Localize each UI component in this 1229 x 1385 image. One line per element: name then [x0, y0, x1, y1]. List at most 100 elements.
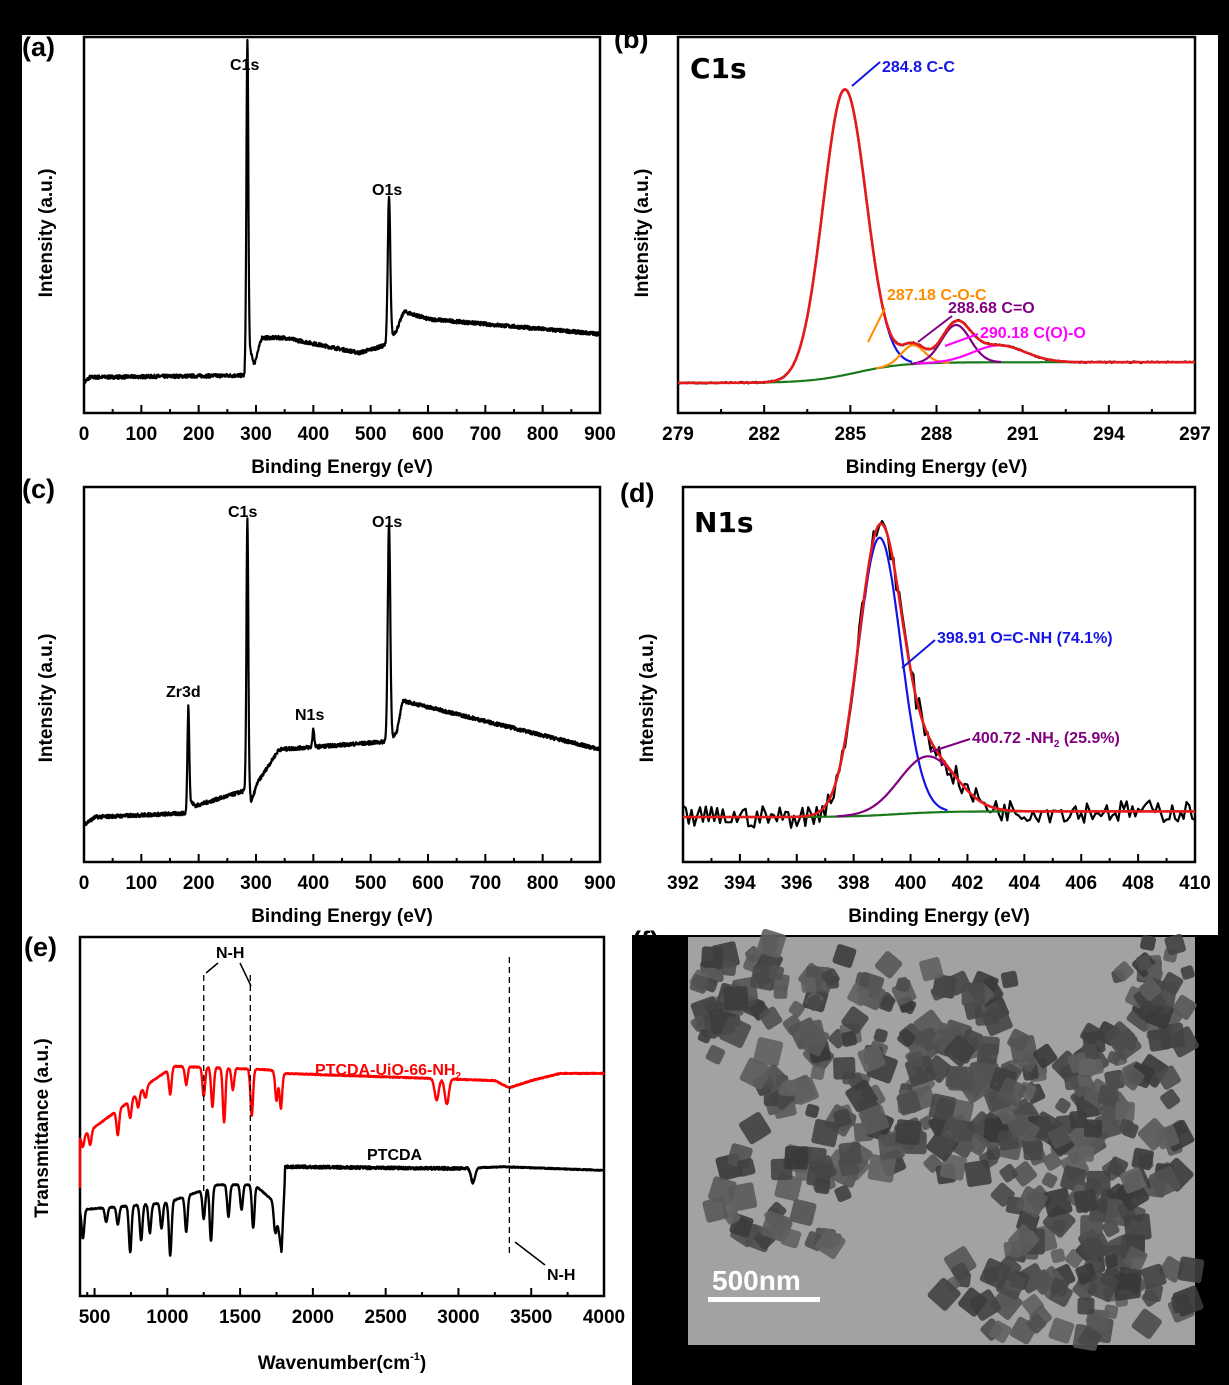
nanoparticle	[990, 1182, 1015, 1207]
peak-label-c-c1s: C1s	[228, 504, 257, 521]
nanoparticle	[867, 1154, 897, 1183]
nanoparticle	[791, 1077, 819, 1106]
nanoparticle	[1083, 1119, 1103, 1138]
panel-f-tem-image: 500nm	[688, 928, 1205, 1351]
nanoparticle	[800, 977, 817, 993]
nanoparticle	[774, 1173, 803, 1202]
x-tick-label: 1000	[146, 1307, 188, 1328]
nanoparticle	[1156, 1065, 1181, 1090]
x-tick-label: 400	[895, 873, 927, 894]
nanoparticle	[948, 1066, 973, 1091]
nanoparticle	[1141, 1263, 1167, 1290]
scale-bar-label: 500nm	[712, 1265, 801, 1296]
y-axis-label: Intensity (a.u.)	[637, 634, 658, 763]
x-tick-label: 500	[79, 1307, 111, 1328]
nanoparticle	[1149, 1165, 1181, 1198]
nanoparticle	[1041, 1172, 1058, 1189]
panel-label-d: (d)	[620, 478, 654, 508]
x-tick-label: 410	[1179, 873, 1211, 894]
nanoparticle	[689, 974, 710, 994]
x-tick-label: 300	[240, 424, 272, 445]
x-tick-label: 400	[297, 424, 329, 445]
nanoparticle	[907, 1051, 924, 1068]
nanoparticle	[723, 986, 749, 1011]
x-axis-label: Binding Energy (eV)	[848, 906, 1030, 927]
nanoparticle	[1048, 1317, 1075, 1344]
nanoparticle	[1069, 1110, 1088, 1129]
x-tick-label: 402	[952, 873, 984, 894]
panel-b-background	[614, 35, 1218, 478]
x-tick-label: 392	[667, 873, 699, 894]
x-tick-label: 398	[838, 873, 870, 894]
arrow-co	[917, 315, 953, 343]
nanoparticle	[1164, 933, 1186, 956]
nanoparticle	[739, 1057, 772, 1090]
nanoparticle	[1143, 1282, 1164, 1303]
nanoparticle	[1000, 970, 1019, 989]
nanoparticle	[1047, 1125, 1071, 1149]
nanoparticle	[999, 1163, 1018, 1183]
x-tick-label: 408	[1122, 873, 1154, 894]
panel-e: 500 1000 1500 2000 2500 3000 3500 4000 Wavenumbe…	[32, 935, 625, 1374]
nanoparticle	[1154, 1125, 1180, 1150]
raw-data-line	[682, 520, 1196, 829]
x-tick-label: 500	[355, 873, 387, 894]
nanoparticle	[981, 1004, 1013, 1036]
nanoparticle	[873, 1028, 888, 1043]
series-label-ptcda: PTCDA	[367, 1147, 423, 1164]
panel-c: 0 100 200 300 400 500 600 700 800 900 Binding Ener…	[36, 485, 616, 927]
peak-label-c-n1s: N1s	[295, 707, 324, 724]
x-tick-label: 900	[584, 424, 616, 445]
nanoparticle	[1077, 1297, 1095, 1315]
plot-frame	[78, 935, 606, 1298]
arrow-nh-bottom	[514, 1241, 546, 1266]
nanoparticle	[1118, 1267, 1143, 1292]
component-label-coo: 290.18 C(O)-O	[980, 325, 1086, 342]
panel-b: 279 282 285 288 291 294 297 Binding Energy (eV)…	[632, 35, 1211, 478]
nanoparticle	[958, 1287, 988, 1317]
fit-envelope-line	[678, 88, 1195, 385]
nanoparticle	[874, 951, 903, 979]
nanoparticle	[833, 1108, 852, 1128]
nanoparticle	[1042, 1187, 1073, 1218]
nanoparticle	[805, 1103, 820, 1119]
x-tick-label: 600	[412, 873, 444, 894]
nanoparticle	[1007, 1116, 1029, 1138]
nanoparticle	[832, 944, 857, 968]
y-axis-label: Intensity (a.u.)	[632, 169, 653, 298]
nanoparticle	[997, 1106, 1016, 1125]
x-tick-label: 3500	[510, 1307, 552, 1328]
x-tick-label: 404	[1008, 873, 1040, 894]
nanoparticle	[1160, 1089, 1181, 1110]
nanoparticle	[1019, 1053, 1038, 1072]
x-tick-label: 3000	[437, 1307, 479, 1328]
nanoparticle	[780, 1227, 802, 1249]
x-tick-label: 291	[1007, 424, 1039, 445]
x-tick-label: 2000	[292, 1307, 334, 1328]
nanoparticle	[1050, 1248, 1066, 1264]
x-tick-label: 700	[469, 424, 501, 445]
nanoparticle	[1064, 1075, 1079, 1091]
nanoparticle	[753, 1037, 784, 1067]
peak-label-a-c1s: C1s	[230, 57, 259, 74]
nanoparticle	[1140, 934, 1156, 951]
x-tick-label: 394	[724, 873, 756, 894]
nanoparticle	[1032, 1043, 1058, 1069]
nanoparticle	[834, 1184, 852, 1203]
x-axis-label: Binding Energy (eV)	[251, 906, 433, 927]
nanoparticle	[847, 983, 870, 1007]
nanoparticle	[976, 1042, 999, 1065]
x-tick-label: 0	[79, 873, 90, 894]
survey-spectrum-line	[82, 38, 602, 385]
nanoparticle	[964, 1159, 992, 1188]
x-tick-label: 900	[584, 873, 616, 894]
nanoparticle	[763, 1091, 779, 1107]
x-tick-label: 396	[781, 873, 813, 894]
x-tick-label: 294	[1093, 424, 1125, 445]
arrow-nh2	[929, 738, 971, 753]
nanoparticle	[927, 1277, 961, 1311]
arrow-nh-left	[205, 962, 219, 974]
nanoparticle	[1138, 978, 1162, 1002]
panel-e-background	[22, 935, 632, 1385]
nanoparticle	[855, 972, 871, 988]
